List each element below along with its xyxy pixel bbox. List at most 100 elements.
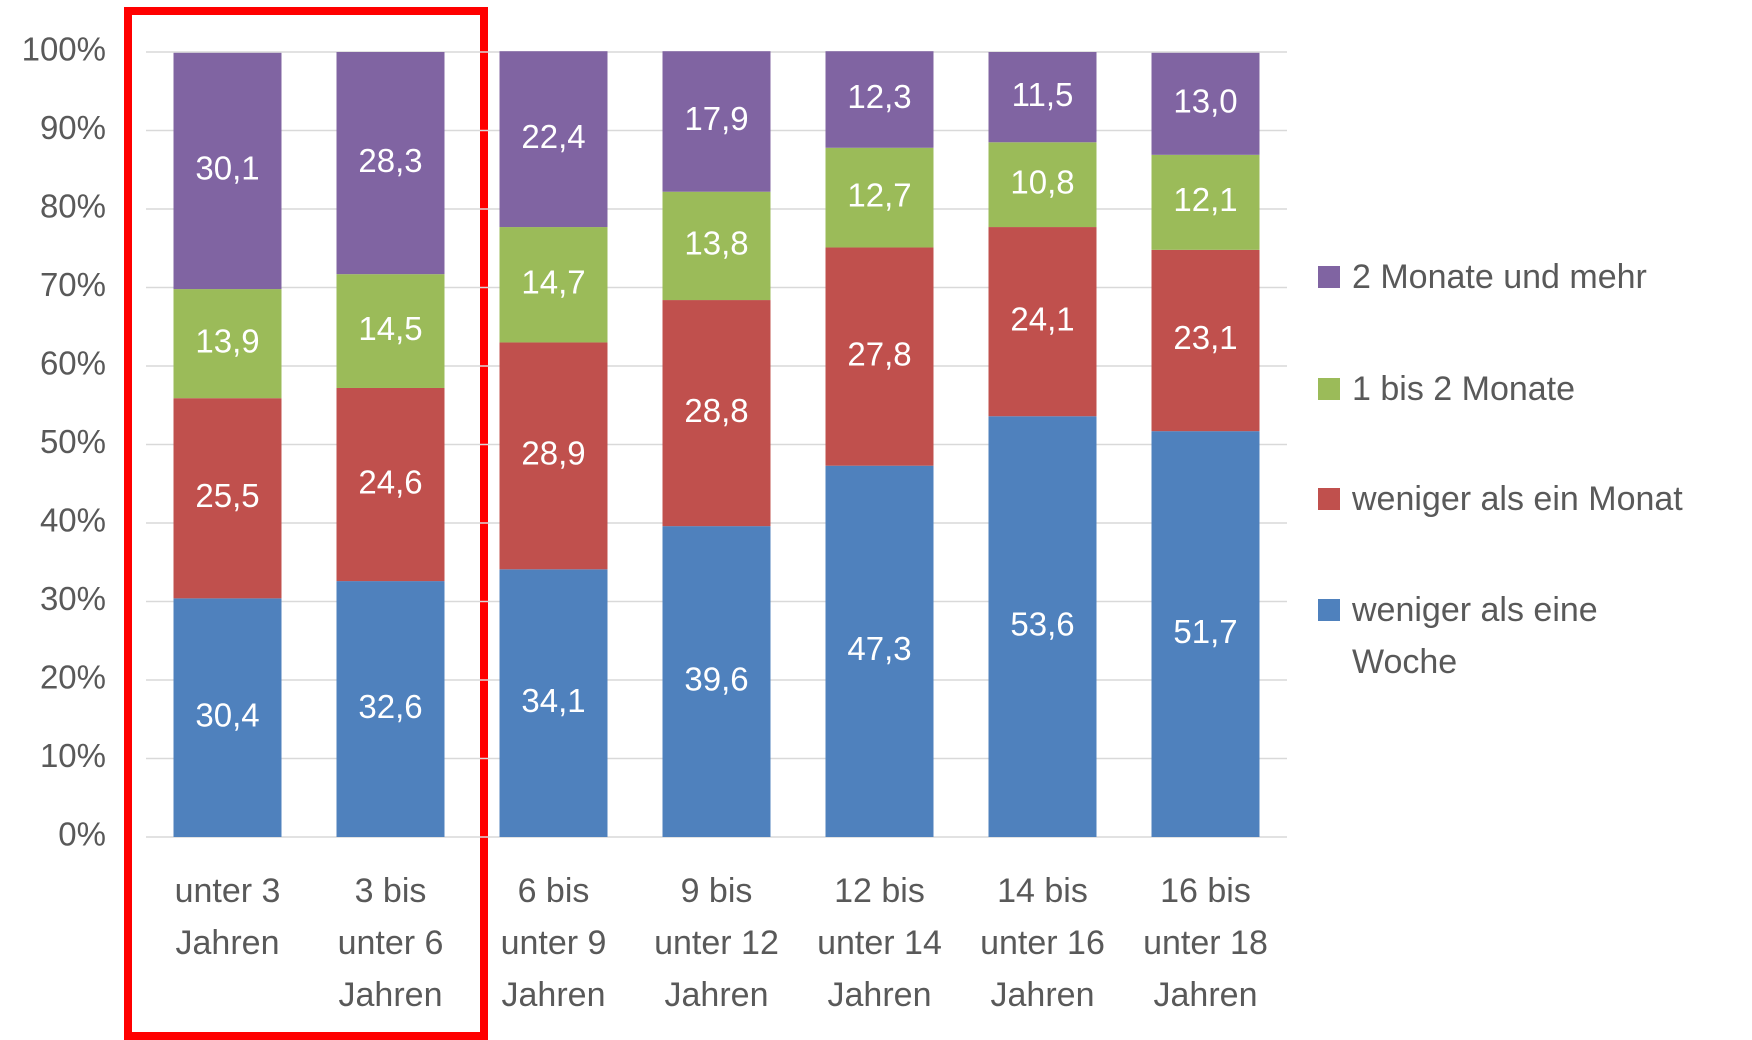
data-label: 28,9 bbox=[521, 435, 585, 472]
bar-segment bbox=[988, 227, 1097, 417]
legend-swatch bbox=[1318, 599, 1340, 621]
legend-item: 1 bis 2 Monate bbox=[1318, 363, 1697, 415]
x-tick-label: 14 bis bbox=[997, 872, 1088, 910]
x-tick-label: unter 18 bbox=[1143, 924, 1268, 962]
data-label: 24,1 bbox=[1010, 300, 1074, 337]
y-tick-label: 70% bbox=[40, 266, 106, 303]
bar-segment bbox=[1151, 249, 1260, 432]
legend-item: weniger als eine Woche bbox=[1318, 584, 1697, 688]
x-tick-label: 9 bis bbox=[681, 872, 753, 910]
legend-item: 2 Monate und mehr bbox=[1318, 251, 1697, 303]
data-label: 12,1 bbox=[1173, 181, 1237, 218]
bar-segment bbox=[988, 142, 1097, 228]
bar-segment bbox=[825, 247, 934, 466]
x-tick-label: unter 16 bbox=[980, 924, 1105, 962]
bar-segment bbox=[173, 398, 282, 599]
legend-label: weniger als ein Monat bbox=[1352, 480, 1683, 518]
data-label: 53,6 bbox=[1010, 605, 1074, 642]
y-tick-label: 50% bbox=[40, 423, 106, 460]
y-tick-label: 40% bbox=[40, 502, 106, 539]
bar-segment bbox=[1151, 52, 1260, 155]
bar-segment bbox=[499, 342, 608, 570]
bar-segment bbox=[499, 51, 608, 228]
x-tick-label: Jahren bbox=[991, 976, 1095, 1014]
data-label: 22,4 bbox=[521, 118, 585, 155]
data-label: 27,8 bbox=[847, 335, 911, 372]
y-tick-label: 90% bbox=[40, 109, 106, 146]
x-tick-label: unter 9 bbox=[501, 924, 607, 962]
data-label: 24,6 bbox=[358, 463, 422, 500]
x-tick-label: Jahren bbox=[502, 976, 606, 1014]
bar-segment bbox=[336, 274, 445, 388]
data-label: 34,1 bbox=[521, 682, 585, 719]
x-tick-label: 3 bis bbox=[355, 872, 427, 910]
bar-segment bbox=[336, 387, 445, 582]
x-tick-label: Jahren bbox=[339, 976, 443, 1014]
bar-segment bbox=[173, 598, 282, 837]
bar-segment bbox=[499, 227, 608, 343]
data-label: 11,5 bbox=[1012, 76, 1074, 113]
data-label: 47,3 bbox=[847, 630, 911, 667]
data-label: 23,1 bbox=[1173, 319, 1237, 356]
legend-swatch bbox=[1318, 488, 1340, 510]
data-label: 51,7 bbox=[1173, 613, 1237, 650]
data-label: 13,9 bbox=[195, 322, 259, 359]
bar-segment bbox=[825, 147, 934, 248]
x-tick-label: 12 bis bbox=[834, 872, 925, 910]
bar-segment bbox=[662, 526, 771, 837]
bar-segment bbox=[173, 52, 282, 290]
x-tick-label: unter 12 bbox=[654, 924, 779, 962]
legend-label: 2 Monate und mehr bbox=[1352, 258, 1647, 296]
data-label: 30,1 bbox=[195, 150, 259, 187]
data-label: 13,0 bbox=[1173, 83, 1237, 120]
data-label: 25,5 bbox=[195, 477, 259, 514]
bar-segment bbox=[662, 191, 771, 301]
legend-label: 1 bis 2 Monate bbox=[1352, 370, 1576, 408]
bar-segment bbox=[1151, 431, 1260, 837]
bar-segment bbox=[825, 465, 934, 837]
data-label: 14,5 bbox=[358, 310, 422, 347]
y-tick-label: 100% bbox=[22, 31, 106, 68]
x-tick-label: Jahren bbox=[828, 976, 932, 1014]
bar-segment bbox=[173, 289, 282, 399]
data-label: 12,3 bbox=[847, 78, 911, 115]
y-tick-label: 10% bbox=[40, 737, 106, 774]
data-label: 17,9 bbox=[684, 100, 748, 137]
x-tick-label: Jahren bbox=[665, 976, 769, 1014]
data-label: 32,6 bbox=[358, 688, 422, 725]
x-tick-label: 16 bis bbox=[1160, 872, 1251, 910]
data-label: 30,4 bbox=[195, 696, 259, 733]
data-label: 39,6 bbox=[684, 660, 748, 697]
legend-label: weniger als eine Woche bbox=[1352, 591, 1598, 681]
y-tick-label: 0% bbox=[58, 816, 106, 853]
x-tick-label: unter 3 bbox=[175, 872, 281, 910]
data-label: 14,7 bbox=[521, 263, 585, 300]
legend-swatch bbox=[1318, 266, 1340, 288]
data-label: 10,8 bbox=[1010, 163, 1074, 200]
y-tick-label: 60% bbox=[40, 345, 106, 382]
bar-segment bbox=[662, 300, 771, 527]
x-tick-label: unter 14 bbox=[817, 924, 942, 962]
x-tick-label: unter 6 bbox=[338, 924, 444, 962]
data-label: 13,8 bbox=[684, 225, 748, 262]
x-tick-label: Jahren bbox=[1154, 976, 1258, 1014]
legend-item: weniger als ein Monat bbox=[1318, 473, 1697, 525]
bar-segment bbox=[988, 52, 1097, 143]
bar-segment bbox=[662, 51, 771, 192]
x-tick-label: Jahren bbox=[176, 924, 280, 962]
bar-segment bbox=[336, 52, 445, 275]
bar-segment bbox=[499, 569, 608, 837]
data-label: 28,8 bbox=[684, 392, 748, 429]
y-tick-label: 20% bbox=[40, 659, 106, 696]
bar-segment bbox=[336, 581, 445, 837]
x-tick-label: 6 bis bbox=[518, 872, 590, 910]
y-tick-label: 80% bbox=[40, 188, 106, 225]
data-label: 12,7 bbox=[847, 176, 911, 213]
bar-segment bbox=[988, 416, 1097, 837]
bar-segment bbox=[1151, 154, 1260, 250]
y-tick-label: 30% bbox=[40, 580, 106, 617]
legend-swatch bbox=[1318, 378, 1340, 400]
data-label: 28,3 bbox=[358, 142, 422, 179]
